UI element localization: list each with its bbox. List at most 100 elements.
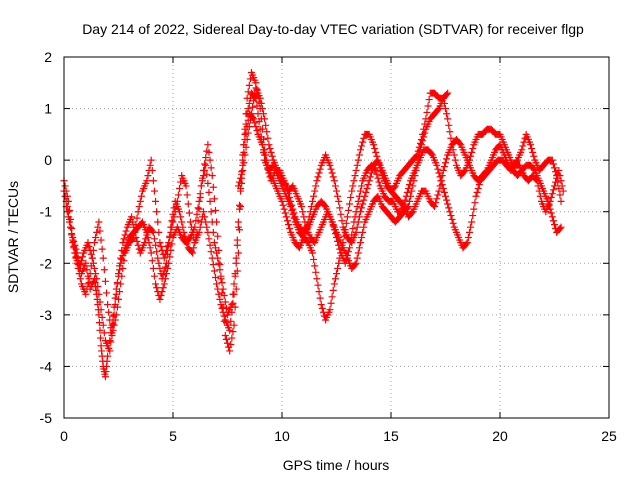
data-point xyxy=(120,235,128,243)
data-point xyxy=(146,161,154,169)
data-point xyxy=(85,275,93,283)
data-point xyxy=(111,294,119,302)
data-point xyxy=(95,319,103,327)
data-point xyxy=(279,201,287,209)
data-point xyxy=(94,282,102,290)
data-point xyxy=(197,182,205,190)
data-point xyxy=(150,187,158,195)
data-point xyxy=(327,165,335,173)
data-point xyxy=(174,191,182,199)
y-tick-label: -2 xyxy=(40,255,53,271)
data-point xyxy=(185,235,193,243)
data-point xyxy=(82,290,90,298)
data-point xyxy=(158,288,166,296)
data-point xyxy=(226,347,234,355)
data-point xyxy=(326,161,334,169)
data-point xyxy=(153,248,161,256)
chart-title: Day 214 of 2022, Sidereal Day-to-day VTE… xyxy=(82,21,584,37)
data-point xyxy=(84,239,92,247)
data-point xyxy=(182,182,190,190)
data-point xyxy=(83,266,91,274)
data-point xyxy=(205,235,213,243)
data-point xyxy=(209,183,217,191)
data-point xyxy=(262,156,270,164)
data-point xyxy=(85,243,93,251)
data-point xyxy=(148,227,156,235)
data-point xyxy=(334,264,342,272)
data-point xyxy=(434,106,442,114)
data-point xyxy=(98,245,106,253)
data-point xyxy=(418,141,426,149)
data-point xyxy=(82,259,90,267)
data-point xyxy=(185,209,193,217)
data-point xyxy=(331,182,339,190)
data-point xyxy=(548,156,556,164)
data-point xyxy=(447,134,455,142)
data-point xyxy=(437,177,445,185)
data-point xyxy=(242,143,250,151)
data-point xyxy=(207,248,215,256)
data-point xyxy=(231,270,239,278)
data-point xyxy=(314,281,322,289)
data-point xyxy=(448,141,456,149)
data-point xyxy=(548,190,556,198)
data-point xyxy=(251,90,259,98)
data-point xyxy=(71,249,79,257)
data-point xyxy=(105,308,113,316)
data-point xyxy=(438,181,446,189)
data-point xyxy=(193,210,201,218)
data-point xyxy=(546,197,554,205)
data-point xyxy=(535,187,543,195)
data-point xyxy=(358,204,366,212)
data-point xyxy=(411,172,419,180)
data-point xyxy=(216,266,224,274)
data-point xyxy=(375,178,383,186)
data-point xyxy=(356,187,364,195)
data-point xyxy=(131,228,139,236)
data-point xyxy=(246,116,254,124)
data-point xyxy=(200,208,208,216)
series-track-B xyxy=(60,89,565,339)
data-point xyxy=(244,105,252,113)
data-point xyxy=(198,177,206,185)
data-point xyxy=(116,262,124,270)
data-point xyxy=(303,237,311,245)
data-point xyxy=(100,266,108,274)
data-point xyxy=(359,138,367,146)
data-point xyxy=(530,165,538,173)
data-point xyxy=(286,194,294,202)
data-point xyxy=(558,182,566,190)
data-point xyxy=(335,259,343,267)
data-point xyxy=(64,213,72,221)
data-point xyxy=(202,161,210,169)
data-point xyxy=(258,105,266,113)
data-point xyxy=(346,200,354,208)
data-point xyxy=(330,280,338,288)
data-point xyxy=(130,223,138,231)
data-point xyxy=(317,301,325,309)
data-point xyxy=(471,199,479,207)
data-point xyxy=(202,218,210,226)
data-point xyxy=(148,166,156,174)
data-point xyxy=(263,161,271,169)
data-point xyxy=(551,164,558,172)
data-point xyxy=(157,243,165,251)
data-point xyxy=(329,173,337,181)
data-point xyxy=(115,295,122,303)
data-point xyxy=(208,218,216,226)
data-point xyxy=(162,259,170,267)
data-point xyxy=(252,123,260,131)
data-point xyxy=(406,197,414,205)
data-point xyxy=(267,148,275,156)
data-point xyxy=(99,321,107,329)
data-point xyxy=(413,161,421,169)
data-point xyxy=(108,329,116,337)
data-point xyxy=(253,102,261,110)
data-point xyxy=(155,259,163,267)
data-point xyxy=(245,123,253,131)
data-point xyxy=(201,213,209,221)
data-point xyxy=(93,275,101,283)
data-point xyxy=(363,185,371,193)
data-point xyxy=(247,110,255,118)
data-point xyxy=(220,292,228,300)
